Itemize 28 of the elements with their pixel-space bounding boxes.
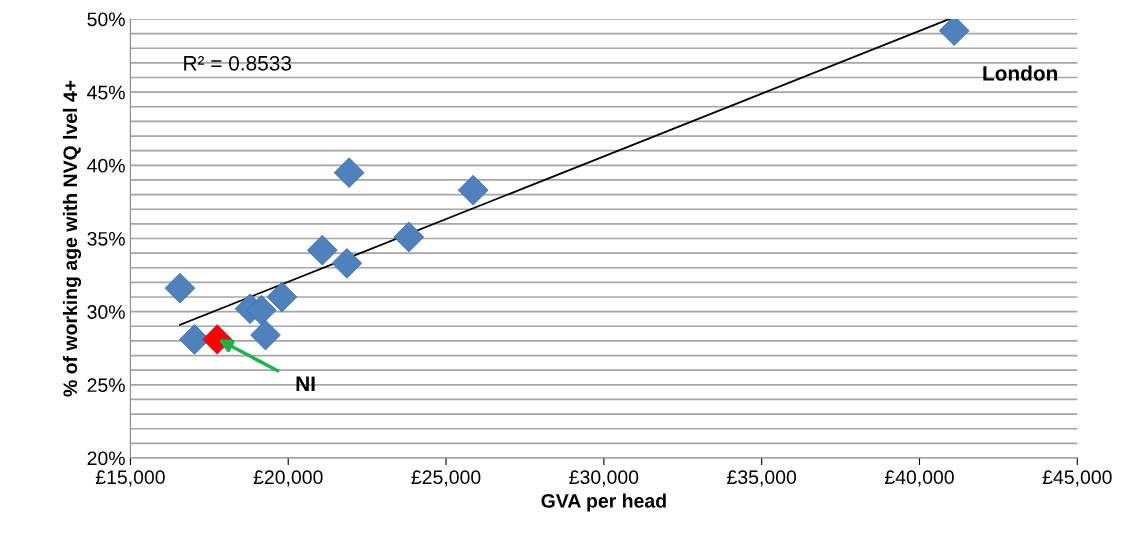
- point: [393, 221, 425, 253]
- y-tick-label: 30%: [87, 305, 125, 319]
- x-axis-title: GVA per head: [541, 493, 666, 512]
- y-tick-label: 50%: [87, 12, 125, 27]
- y-tick-label: 35%: [87, 231, 125, 246]
- point: [250, 319, 281, 351]
- x-tick-label: £35,000: [727, 470, 797, 487]
- annotation: R² = 0.8533: [184, 55, 292, 71]
- point: [164, 272, 196, 304]
- y-tick-label: 20%: [87, 451, 125, 466]
- x-tick-label: £45,000: [1042, 470, 1112, 487]
- point: [246, 294, 277, 326]
- point: [333, 157, 365, 188]
- y-tick-label: 45%: [87, 85, 125, 100]
- annotation: NI: [296, 376, 315, 391]
- y-axis-title: % of working age with NVQ lvel 4+: [62, 80, 82, 397]
- point: [331, 248, 363, 279]
- point: [307, 234, 338, 266]
- x-tick-label: £25,000: [411, 470, 481, 487]
- y-tick-label: 25%: [87, 378, 125, 393]
- annotation: London: [983, 65, 1058, 81]
- x-tick-label: £15,000: [95, 470, 165, 487]
- x-tick-label: £20,000: [253, 470, 323, 487]
- point: [457, 174, 489, 206]
- x-tick-label: £30,000: [569, 470, 639, 487]
- x-tick-label: £40,000: [884, 470, 954, 487]
- point: [938, 18, 970, 46]
- y-tick-label: 40%: [87, 158, 125, 173]
